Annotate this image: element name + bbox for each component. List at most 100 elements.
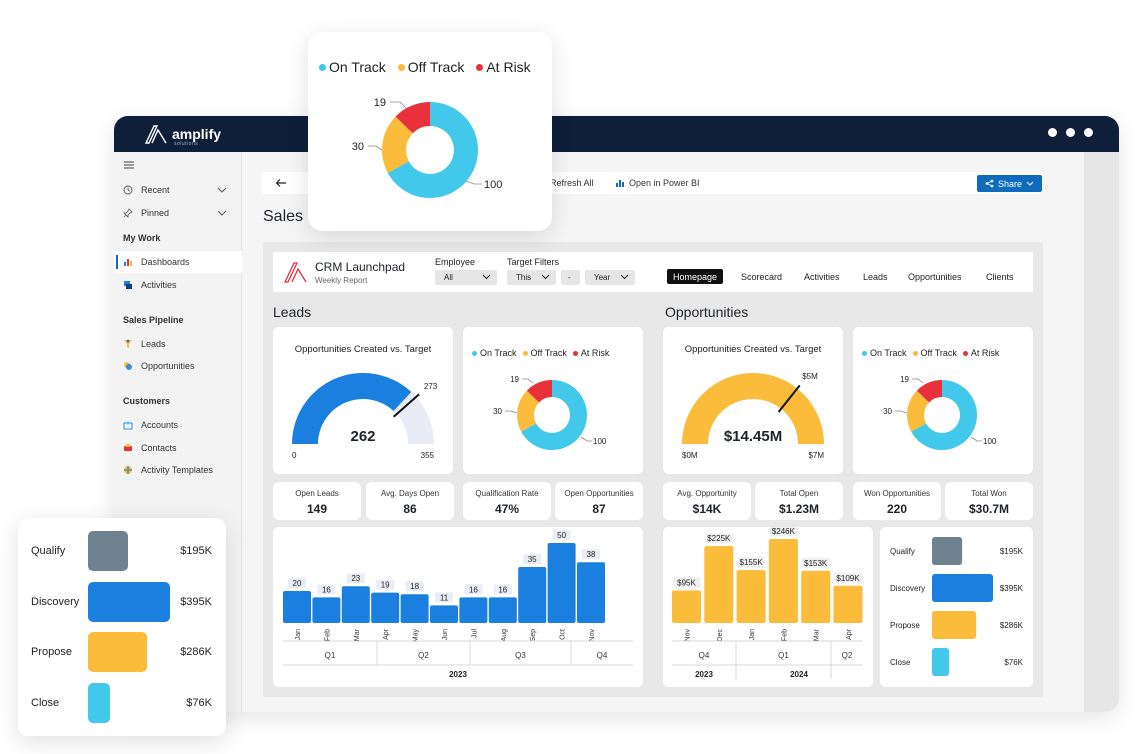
- funnel-label: Discovery: [31, 596, 80, 608]
- bar: [547, 543, 576, 623]
- gauge-target-label: 273: [424, 382, 438, 391]
- target-separator[interactable]: -: [561, 270, 580, 285]
- month-label: Feb: [781, 629, 788, 641]
- kpi-label: Total Won: [971, 489, 1007, 498]
- back-arrow-icon[interactable]: [275, 178, 287, 188]
- app-window: amplify solutions Recent Pinned My Work …: [114, 116, 1119, 712]
- month-label: Jan: [749, 629, 756, 640]
- donut-slice-off-track: [517, 390, 540, 432]
- bar: [704, 546, 734, 623]
- clock-icon: [123, 185, 133, 195]
- target-unit-dropdown[interactable]: Year: [585, 270, 635, 285]
- month-label: May: [413, 629, 420, 643]
- sidebar-item-recent[interactable]: Recent: [123, 185, 235, 195]
- report-subtitle: Weekly Report: [315, 276, 368, 285]
- legend-on-track: On Track: [472, 348, 517, 358]
- refresh-all-button[interactable]: Refresh All: [550, 178, 594, 188]
- sidebar-item-leads[interactable]: Leads: [123, 339, 166, 349]
- open-power-bi-button[interactable]: Open in Power BI: [629, 178, 700, 188]
- card-title: Opportunities Created vs. Target: [294, 344, 432, 355]
- bar-label: 16: [469, 585, 478, 594]
- donut-label: 30: [883, 407, 892, 416]
- bar: [283, 591, 311, 623]
- donut-slice-at-risk: [916, 380, 942, 403]
- funnel-bar: [932, 574, 993, 602]
- hamburger-icon[interactable]: [123, 160, 135, 170]
- sidebar-label: Activities: [141, 280, 177, 290]
- month-label: Oct: [560, 629, 567, 640]
- share-button[interactable]: Share: [977, 175, 1042, 192]
- tab-activities[interactable]: Activities: [804, 271, 840, 282]
- section-sales-pipeline: Sales Pipeline: [123, 315, 184, 325]
- funnel-label: Qualify: [31, 545, 66, 557]
- bar: [518, 567, 547, 623]
- kpi-label: Open Opportunities: [564, 489, 634, 498]
- bar-label: $155K: [740, 558, 764, 567]
- legend-at-risk: At Risk: [572, 348, 609, 358]
- sidebar-label: Contacts: [141, 443, 177, 453]
- month-label: Nov: [589, 629, 596, 642]
- tab-scorecard[interactable]: Scorecard: [741, 271, 783, 282]
- funnel-value: $286K: [180, 646, 212, 658]
- brand-logo[interactable]: amplify solutions: [144, 124, 222, 147]
- tab-homepage[interactable]: Homepage: [667, 269, 724, 284]
- kpi-total-won: Total Won $30.7M: [945, 482, 1033, 520]
- funnel-value: $395K: [1000, 584, 1024, 593]
- sidebar-item-opportunities[interactable]: Opportunities: [123, 361, 195, 371]
- opportunities-gauge-card: Opportunities Created vs. Target $5M $14.…: [663, 327, 843, 474]
- bar: [459, 597, 488, 623]
- brand-name: amplify: [172, 126, 222, 142]
- bar-label-bg: [737, 557, 766, 568]
- gauge-max-label: $7M: [808, 451, 824, 460]
- tab-clients[interactable]: Clients: [986, 271, 1014, 282]
- month-label: Dec: [717, 629, 724, 642]
- dashboard-icon: [124, 259, 132, 266]
- month-label: Feb: [324, 629, 331, 641]
- gauge-min-label: $0M: [682, 451, 698, 460]
- funnel-row-qualify: Qualify $195K: [18, 531, 226, 571]
- bar: [430, 605, 458, 623]
- donut-label: 100: [484, 179, 502, 191]
- donut-slice-at-risk: [395, 102, 430, 134]
- sidebar-item-dashboards[interactable]: Dashboards: [123, 257, 190, 267]
- gauge-target-label: $5M: [802, 372, 818, 381]
- sidebar-item-pinned[interactable]: Pinned: [123, 208, 235, 218]
- donut-label: 19: [900, 375, 909, 384]
- tab-leads[interactable]: Leads: [863, 271, 888, 282]
- bar-label-bg: [523, 554, 542, 564]
- window-menu-dots[interactable]: [1048, 128, 1093, 137]
- kpi-value: 87: [592, 502, 606, 516]
- opportunities-section-title: Opportunities: [665, 304, 749, 320]
- sidebar-label: Leads: [141, 339, 166, 349]
- month-label: Aug: [501, 629, 508, 642]
- chevron-down-icon: [482, 274, 491, 280]
- opportunities-bar-card: $95K Nov $225K Dec $155K Jan $246K Feb $153K Mar $…: [663, 527, 873, 687]
- leader-line: [368, 145, 383, 151]
- funnel-label: Discovery: [890, 584, 925, 593]
- funnel-value: $286K: [1000, 621, 1024, 630]
- employee-dropdown[interactable]: All: [435, 270, 497, 285]
- sidebar-item-activities[interactable]: Activities: [123, 280, 177, 290]
- kpi-value: $14K: [692, 502, 722, 516]
- donut-slice-off-track: [382, 116, 413, 173]
- bar-label: 20: [293, 579, 302, 588]
- tab-opportunities[interactable]: Opportunities: [908, 271, 962, 282]
- sidebar-item-accounts[interactable]: Accounts: [123, 420, 178, 430]
- chevron-down-icon: [217, 187, 227, 193]
- bar-label-bg: [769, 527, 798, 536]
- target-period-dropdown[interactable]: This: [507, 270, 556, 285]
- year-label: 2024: [790, 670, 808, 679]
- activities-icon: [124, 281, 132, 289]
- funnel-label: Close: [31, 697, 60, 709]
- sidebar-item-activity-templates[interactable]: Activity Templates: [123, 465, 213, 475]
- section-my-work: My Work: [123, 233, 161, 243]
- sidebar-item-contacts[interactable]: Contacts: [123, 443, 177, 453]
- sidebar-label: Activity Templates: [141, 465, 213, 475]
- leader-line: [895, 410, 908, 414]
- quarter-label: Q1: [778, 651, 789, 660]
- dropdown-value: This: [516, 273, 532, 282]
- donut-label: 19: [510, 375, 519, 384]
- gauge-value: $14.45M: [724, 428, 782, 445]
- opportunities-gauge: $5M $14.45M $0M $7M: [682, 372, 824, 460]
- legend: On Track Off Track At Risk: [319, 59, 531, 75]
